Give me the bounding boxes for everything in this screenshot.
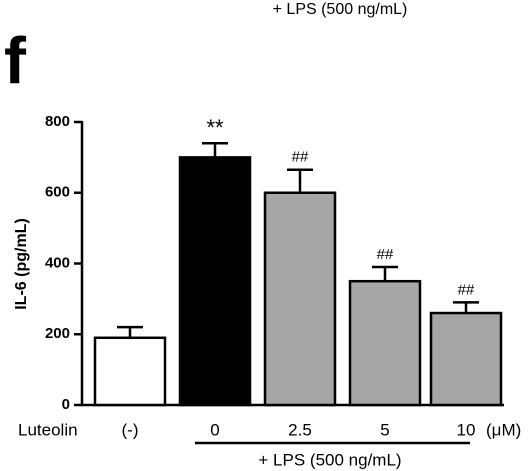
x-axis-label: Luteolin <box>18 420 78 439</box>
top-text: + LPS (500 ng/mL) <box>273 1 408 18</box>
x-tick-label: 2.5 <box>288 420 312 439</box>
bar <box>348 279 422 407</box>
y-tick-label: 800 <box>45 113 70 130</box>
annotation: ** <box>206 115 224 140</box>
group-label: + LPS (500 ng/mL) <box>258 450 401 469</box>
y-tick-label: 600 <box>45 184 70 201</box>
x-unit: (μM) <box>486 420 521 439</box>
annotation: ## <box>377 246 394 263</box>
bar <box>178 156 252 407</box>
x-tick-label: 10 <box>457 420 476 439</box>
y-tick-label: 0 <box>62 396 70 413</box>
x-tick-label: 0 <box>210 420 219 439</box>
bar <box>263 191 337 407</box>
bar <box>93 336 167 407</box>
y-tick-label: 400 <box>45 254 70 271</box>
y-axis-label: IL-6 (pg/mL) <box>13 218 30 310</box>
x-tick-label: 5 <box>380 420 389 439</box>
panel-label: f <box>4 23 27 97</box>
bar <box>429 311 503 407</box>
y-tick-label: 200 <box>45 325 70 342</box>
x-tick-label: (-) <box>122 420 139 439</box>
annotation: ## <box>458 281 475 298</box>
annotation: ## <box>292 149 309 166</box>
